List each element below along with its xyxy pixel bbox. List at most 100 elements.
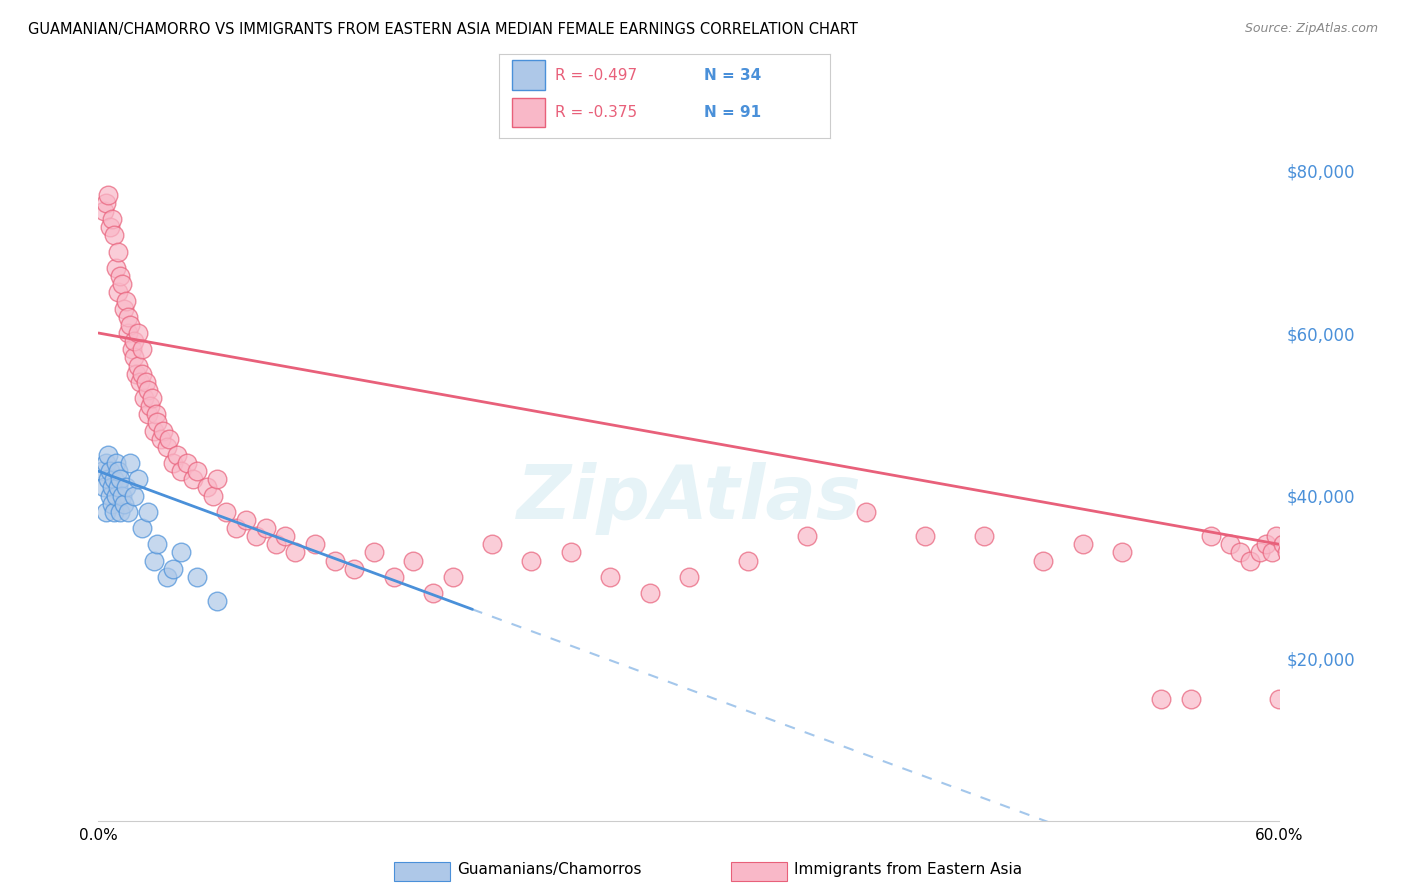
Point [97,472,120,486]
Bar [512,97,546,128]
Point [323,553,346,567]
Point [1254,537,1277,551]
Point [146,537,169,551]
Point [107,285,129,300]
Point [201,489,224,503]
Point [127,359,149,373]
Point [186,464,208,478]
Point [118,318,141,332]
Point [1249,545,1271,559]
Text: GUAMANIAN/CHAMORRO VS IMMIGRANTS FROM EASTERN ASIA MEDIAN FEMALE EARNINGS CORREL: GUAMANIAN/CHAMORRO VS IMMIGRANTS FROM EA… [28,22,858,37]
Text: N = 34: N = 34 [704,68,761,83]
Point [131,521,153,535]
Point [122,334,145,348]
Point [105,456,128,470]
Point [855,505,877,519]
Point [111,277,134,292]
Text: Guamanians/Chamorros: Guamanians/Chamorros [457,863,641,877]
Point [132,391,155,405]
Point [136,505,159,519]
Point [1180,691,1202,706]
Point [638,586,661,600]
Point [128,375,150,389]
Point [737,553,759,567]
Text: R = -0.497: R = -0.497 [555,68,637,83]
Point [108,269,131,284]
Point [796,529,818,543]
Point [481,537,503,551]
Point [103,228,125,243]
Point [150,432,173,446]
Text: N = 91: N = 91 [704,105,761,120]
Point [914,529,936,543]
Point [235,513,257,527]
Point [131,343,153,357]
Point [1071,537,1094,551]
Point [131,367,153,381]
Point [1264,529,1286,543]
Point [118,456,141,470]
Point [1229,545,1251,559]
Point [115,293,138,308]
Point [91,464,114,478]
Point [402,553,425,567]
Text: ZipAtlas: ZipAtlas [516,462,862,535]
Point [304,537,326,551]
Point [363,545,385,559]
Point [422,586,444,600]
Point [520,553,543,567]
Point [225,521,247,535]
Bar [512,61,546,90]
Point [1150,691,1173,706]
Point [127,472,149,486]
Point [264,537,287,551]
Point [107,244,129,259]
Point [205,472,228,486]
Point [441,570,464,584]
Point [254,521,277,535]
Point [97,448,120,462]
Point [136,383,159,397]
Point [142,424,165,438]
Point [1277,545,1299,559]
Point [135,375,157,389]
Text: Immigrants from Eastern Asia: Immigrants from Eastern Asia [794,863,1022,877]
Point [274,529,297,543]
Point [1199,529,1222,543]
Point [195,480,218,494]
Point [145,407,167,421]
Point [181,472,204,486]
Point [284,545,307,559]
Point [162,456,184,470]
Point [186,570,208,584]
Point [1279,683,1302,698]
Point [138,399,160,413]
Point [105,489,128,503]
Point [1219,537,1241,551]
Point [156,570,179,584]
Point [111,489,134,503]
Point [166,448,188,462]
Point [103,472,125,486]
Point [973,529,995,543]
Point [112,301,135,316]
Point [1268,691,1291,706]
Point [560,545,582,559]
Point [157,432,180,446]
Point [215,505,238,519]
Point [121,343,143,357]
Point [205,594,228,608]
Point [599,570,621,584]
Point [678,570,700,584]
Point [117,326,139,340]
Point [170,464,193,478]
Point [115,480,138,494]
Point [96,456,118,470]
Point [103,505,125,519]
Point [343,562,366,576]
Point [170,545,193,559]
Point [98,489,121,503]
Point [156,440,179,454]
Point [176,456,198,470]
Point [108,505,131,519]
